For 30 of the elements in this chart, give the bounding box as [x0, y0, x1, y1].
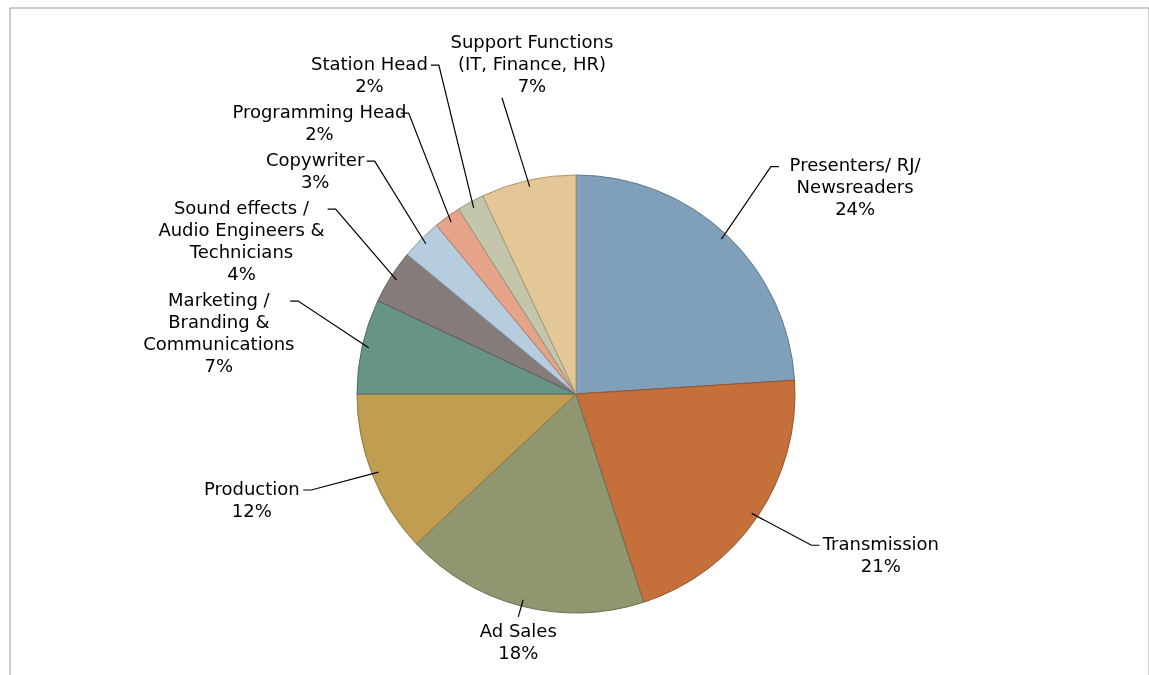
slice-label: Ad Sales [479, 619, 557, 641]
pie-slice [435, 208, 577, 395]
slice-label: Presenters/ RJ/ Newsreaders [789, 154, 922, 198]
data-label: 7% [204, 354, 234, 376]
slice-label: Sound effects / Audio Engineers & Technicians [158, 196, 325, 262]
data-label: 2% [305, 122, 334, 144]
slice-label: Support Functions (IT, Finance, HR) [450, 30, 614, 74]
pie-slice [406, 224, 577, 395]
pie-slice [356, 300, 577, 395]
data-label: 4% [227, 262, 256, 284]
data-label: 12% [231, 499, 272, 521]
slice-label: Marketing / Branding & Communications [143, 288, 295, 354]
data-label: 2% [355, 74, 384, 96]
pie-slice [415, 393, 645, 614]
data-label: 21% [860, 555, 901, 577]
slice-label: Production [203, 477, 300, 499]
pie-slice [458, 195, 577, 395]
slice-label: Station Head [311, 52, 428, 74]
data-label: 7% [517, 74, 547, 96]
pie-slice [575, 379, 796, 603]
pie-slice [377, 253, 577, 395]
data-label: 24% [835, 198, 876, 220]
slice-label: Transmission [821, 533, 940, 555]
data-label: 3% [300, 170, 330, 192]
slice-label: Copywriter [266, 148, 365, 170]
pie-slice [482, 174, 577, 395]
pie-slice [356, 393, 577, 545]
data-label: 18% [498, 641, 539, 663]
slice-label: Programming Head [232, 100, 407, 122]
pie-slice [575, 174, 796, 395]
